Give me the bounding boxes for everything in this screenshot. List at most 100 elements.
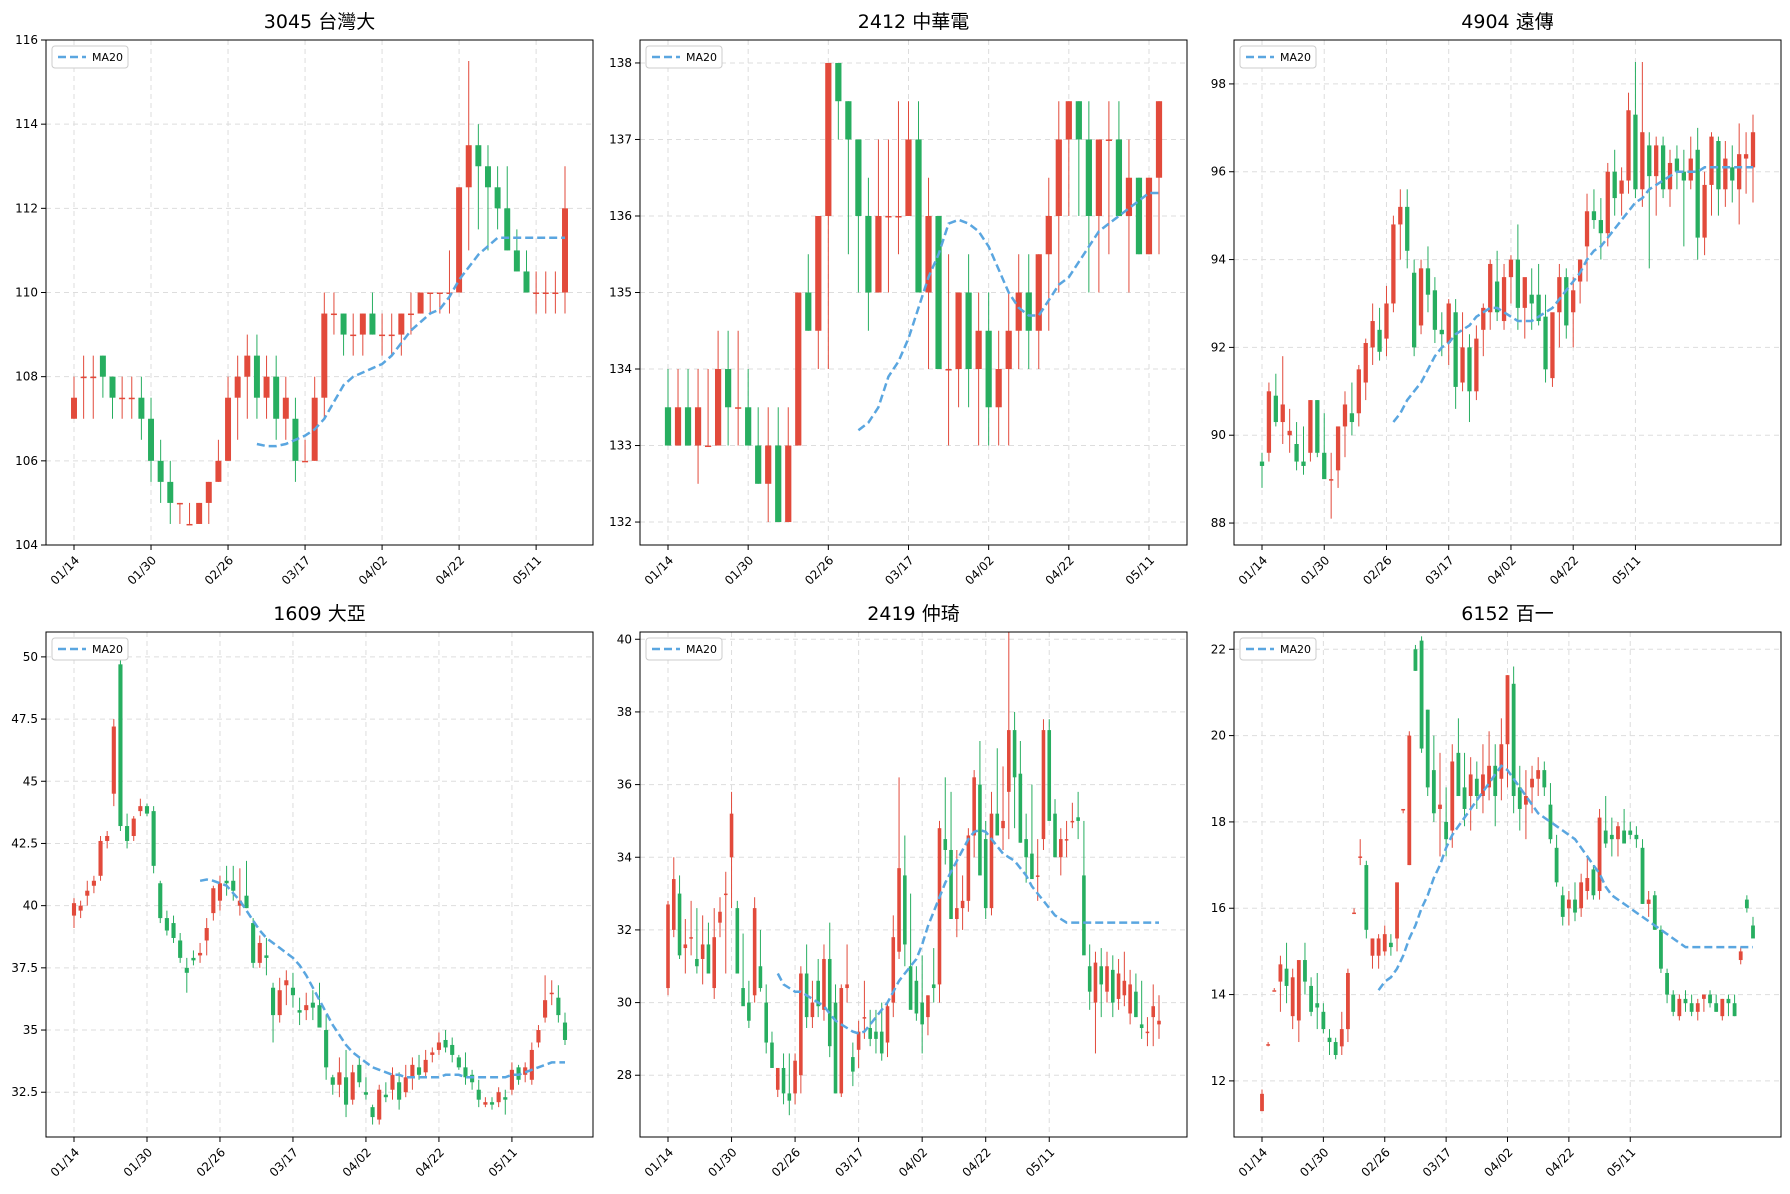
candle-body <box>284 980 289 986</box>
candle-body <box>158 883 163 919</box>
candle-body <box>995 813 1000 836</box>
candle-body <box>390 1074 395 1090</box>
candle-body <box>879 1031 884 1054</box>
candle-body <box>695 958 699 967</box>
y-tick-label: 110 <box>15 286 38 300</box>
y-tick-label: 47.5 <box>11 712 38 726</box>
candle-body <box>1660 145 1666 190</box>
candle-body <box>1536 294 1541 322</box>
candle-body <box>1723 158 1728 190</box>
candle-body <box>148 418 155 461</box>
candle-body <box>1025 292 1032 331</box>
x-tick-label: 04/02 <box>356 553 390 587</box>
candle-body <box>1695 1003 1700 1012</box>
candle-body <box>1499 744 1504 779</box>
candle-body <box>1543 316 1548 370</box>
candle-body <box>960 900 965 909</box>
candle-body <box>1363 343 1368 383</box>
candle-body <box>503 1097 508 1100</box>
x-tick-label: 03/17 <box>1422 553 1456 587</box>
candle-body <box>1508 259 1514 278</box>
candle-body <box>1677 998 1682 1017</box>
candle-body <box>443 1039 448 1048</box>
candle-body <box>1634 834 1639 840</box>
x-tick-label: 03/17 <box>267 1145 301 1179</box>
candle-body <box>1585 878 1590 891</box>
candle-body <box>144 806 150 814</box>
candle-body <box>171 923 176 938</box>
candle-body <box>1155 101 1163 178</box>
candle-body <box>71 903 77 916</box>
candle-body <box>1550 312 1555 379</box>
candle-body <box>489 1102 495 1105</box>
candle-body <box>1358 856 1363 858</box>
candle-body <box>1364 865 1369 930</box>
candle-body <box>903 875 907 945</box>
candle-body <box>111 726 116 794</box>
candle-body <box>955 292 962 370</box>
candle-body <box>799 973 803 1076</box>
candle-body <box>718 911 722 923</box>
candle-body <box>1750 132 1756 168</box>
candle-body <box>513 250 520 272</box>
candle-body <box>1688 158 1693 181</box>
candle-body <box>706 944 711 974</box>
x-tick-label: 01/14 <box>1236 1145 1270 1179</box>
y-tick-label: 138 <box>609 56 632 70</box>
candle-body <box>1591 211 1597 221</box>
y-tick-label: 90 <box>1211 428 1226 442</box>
candle-body <box>851 1057 855 1072</box>
candle-body <box>1105 966 1109 992</box>
candle-body <box>1125 177 1133 216</box>
candle-body <box>1557 277 1562 313</box>
candle-body <box>119 397 126 400</box>
candle-body <box>735 908 740 974</box>
chart-title: 2412 中華電 <box>858 11 969 33</box>
candle-body <box>694 407 702 446</box>
candle-body <box>1493 765 1498 797</box>
candle-body <box>1116 973 1121 999</box>
candle-body <box>1301 461 1306 466</box>
y-tick-label: 116 <box>15 33 38 47</box>
candle-body <box>1730 167 1735 181</box>
candle-body <box>833 1002 838 1094</box>
candle-body <box>1522 277 1527 308</box>
y-tick-label: 14 <box>1211 988 1226 1002</box>
x-tick-label: 01/30 <box>705 1145 739 1179</box>
candle-body <box>1536 770 1541 779</box>
candle-body <box>1398 206 1403 225</box>
legend-label: MA20 <box>92 643 123 656</box>
candle-body <box>270 987 276 1016</box>
candle-body <box>1294 444 1299 462</box>
candle-body <box>805 292 812 331</box>
legend-box <box>51 637 129 661</box>
legend-label: MA20 <box>1280 51 1311 64</box>
candle-body <box>483 1102 488 1105</box>
candle-body <box>1055 139 1062 216</box>
candle-body <box>1456 752 1461 797</box>
candle-body <box>1683 998 1688 1004</box>
candle-body <box>1597 817 1602 891</box>
candle-body <box>370 1107 375 1118</box>
candle-body <box>1095 139 1102 216</box>
candle-body <box>1619 180 1624 194</box>
candle-body <box>282 397 289 419</box>
candle-body <box>1425 268 1431 295</box>
candle-body <box>1145 177 1153 255</box>
candle-body <box>741 988 745 1007</box>
candle-body <box>99 355 106 377</box>
candle-body <box>1266 1044 1271 1046</box>
candle-body <box>1115 139 1123 216</box>
y-tick-label: 92 <box>1211 340 1226 354</box>
candle-body <box>1157 1020 1161 1025</box>
candle-body <box>71 397 77 419</box>
candle-body <box>1287 430 1292 436</box>
candle-body <box>1012 730 1017 778</box>
candle-body <box>494 187 501 209</box>
candle-body <box>1652 895 1657 930</box>
candle-body <box>1335 426 1341 471</box>
legend-label: MA20 <box>686 51 717 64</box>
x-tick-label: 01/30 <box>125 553 159 587</box>
candle-body <box>1530 778 1534 788</box>
